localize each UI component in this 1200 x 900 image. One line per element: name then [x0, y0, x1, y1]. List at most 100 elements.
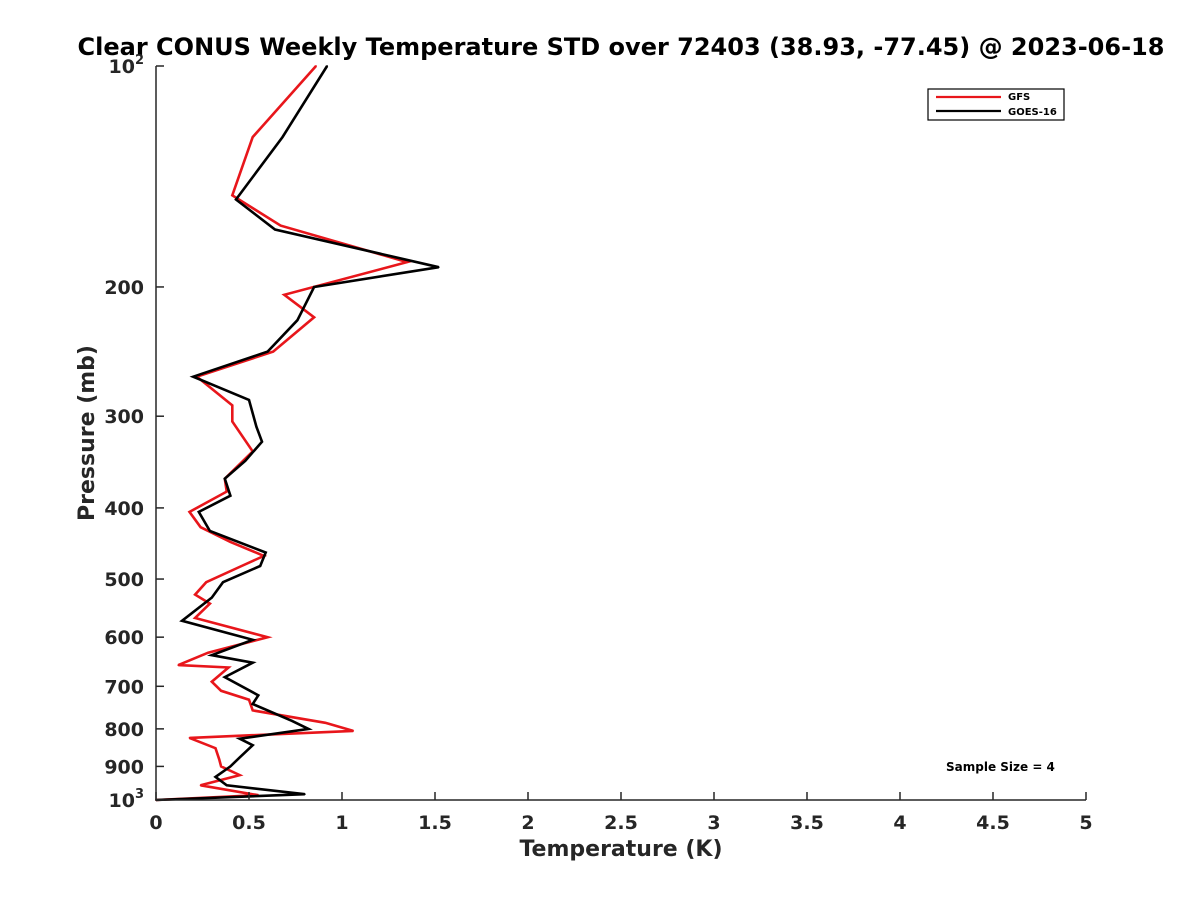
data-point-gfs: [199, 784, 202, 787]
y-tick-exponent: 3: [135, 787, 144, 802]
x-tick-label: 1: [335, 812, 348, 834]
data-point-goes-16: [264, 551, 267, 554]
data-point-goes-16: [229, 765, 232, 768]
x-tick-label: 4.5: [976, 812, 1010, 834]
y-tick-label: 300: [104, 406, 144, 428]
data-point-gfs: [199, 526, 202, 529]
data-point-gfs: [225, 490, 228, 493]
data-point-goes-16: [257, 694, 260, 697]
data-point-goes-16: [290, 719, 293, 722]
data-point-goes-16: [251, 703, 254, 705]
y-tick-base: 10: [109, 790, 135, 812]
x-tick-label: 3.5: [790, 812, 824, 834]
y-tick-label: 700: [104, 676, 144, 698]
data-point-goes-16: [281, 136, 284, 139]
data-point-gfs: [207, 651, 210, 654]
chart-title: Clear CONUS Weekly Temperature STD over …: [78, 33, 1165, 61]
data-point-goes-16: [313, 286, 315, 288]
data-point-goes-16: [303, 793, 306, 796]
data-point-gfs: [406, 261, 408, 263]
y-tick-label: 400: [104, 498, 144, 520]
data-point-gfs: [238, 774, 241, 776]
data-point-goes-16: [238, 756, 241, 759]
data-point-gfs: [231, 194, 234, 197]
y-tick-label: 500: [104, 569, 144, 591]
x-tick-label: 0.5: [232, 812, 266, 834]
x-axis-ticks: 0 0.5 1 1.5 2 2.5 3 3.5 4 4.5 5: [149, 792, 1093, 834]
legend: GFS GOES-16: [927, 88, 1065, 121]
data-point-gfs: [240, 565, 243, 567]
data-point-goes-16: [255, 425, 258, 428]
data-point-gfs: [210, 680, 213, 683]
data-point-goes-16: [437, 266, 440, 269]
data-point-gfs: [315, 65, 317, 67]
y-tick-base: 10: [109, 56, 135, 78]
y-axis-label: Pressure (mb): [75, 345, 100, 521]
plot-area: [155, 65, 440, 802]
x-axis-label: Temperature (K): [519, 837, 722, 862]
data-point-goes-16: [210, 596, 213, 599]
data-point-gfs: [248, 698, 250, 701]
x-tick-label: 2: [521, 812, 534, 834]
data-point-goes-16: [266, 350, 269, 353]
data-point-gfs: [220, 765, 223, 768]
x-tick-label: 1.5: [418, 812, 452, 834]
data-point-gfs: [352, 730, 355, 732]
data-point-goes-16: [235, 198, 237, 201]
x-tick-label: 4: [893, 812, 906, 834]
data-point-goes-16: [181, 619, 183, 622]
data-point-gfs: [266, 636, 269, 639]
data-point-goes-16: [229, 494, 232, 497]
data-point-gfs: [251, 136, 254, 139]
data-point-gfs: [188, 511, 191, 513]
data-point-goes-16: [307, 728, 310, 730]
series-line-goes-16: [155, 65, 439, 802]
data-point-goes-16: [192, 375, 195, 378]
data-point-gfs: [283, 293, 286, 296]
data-point-gfs: [324, 721, 327, 724]
data-point-goes-16: [274, 228, 276, 231]
x-tick-label: 2.5: [604, 812, 638, 834]
x-tick-label: 5: [1079, 812, 1092, 834]
data-point-gfs: [231, 404, 234, 407]
data-point-gfs: [194, 593, 197, 596]
data-point-gfs: [313, 316, 315, 319]
data-point-goes-16: [251, 661, 254, 664]
data-point-gfs: [177, 664, 180, 666]
data-point-goes-16: [259, 565, 262, 567]
data-point-goes-16: [197, 511, 200, 513]
data-point-goes-16: [223, 477, 226, 480]
y-tick-label: 800: [104, 719, 144, 741]
data-point-gfs: [229, 541, 232, 543]
y-tick-label: 102: [109, 53, 145, 78]
y-tick-label: 900: [104, 756, 144, 778]
data-point-gfs: [188, 737, 191, 739]
data-point-goes-16: [244, 459, 247, 462]
y-tick-label: 600: [104, 627, 144, 649]
data-point-gfs: [272, 350, 275, 353]
data-point-goes-16: [261, 440, 263, 443]
data-point-gfs: [231, 420, 234, 423]
data-point-gfs: [220, 689, 223, 692]
y-tick-exponent: 2: [135, 53, 144, 68]
data-point-goes-16: [225, 784, 228, 787]
data-point-goes-16: [209, 530, 211, 532]
data-point-gfs: [194, 617, 197, 619]
data-point-gfs: [209, 602, 211, 605]
legend-label-goes-16: GOES-16: [1008, 107, 1057, 118]
data-point-goes-16: [238, 737, 241, 740]
data-point-gfs: [214, 747, 217, 750]
data-point-goes-16: [296, 319, 299, 322]
data-point-goes-16: [251, 744, 254, 747]
data-point-gfs: [218, 758, 221, 761]
data-point-gfs: [279, 224, 282, 227]
data-point-goes-16: [222, 581, 224, 584]
sample-size-annotation: Sample Size = 4: [946, 760, 1055, 774]
x-tick-label: 3: [707, 812, 720, 834]
data-point-gfs: [251, 709, 254, 712]
data-point-goes-16: [248, 399, 250, 401]
data-point-goes-16: [214, 776, 217, 778]
legend-box: [927, 88, 1065, 121]
